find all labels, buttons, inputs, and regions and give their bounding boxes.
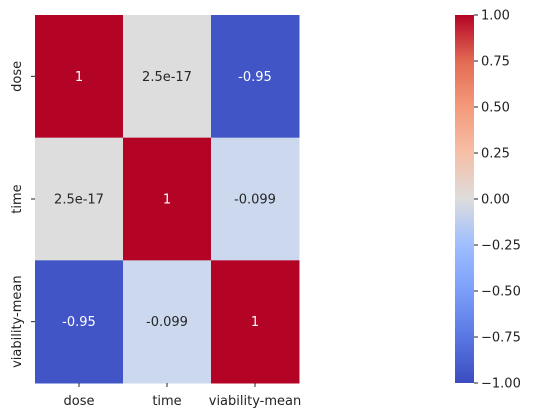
heatmap-cell bbox=[211, 15, 300, 139]
cell-annotation: 1 bbox=[251, 315, 259, 330]
x-tick-label: time bbox=[152, 394, 181, 409]
x-tick-label: viability-mean bbox=[209, 394, 301, 409]
cell-annotation: 2.5e-17 bbox=[142, 70, 192, 85]
heatmap-cell bbox=[123, 260, 212, 384]
colorbar-tick-label: 0.25 bbox=[481, 147, 510, 162]
cell-annotation: 1 bbox=[163, 193, 171, 208]
heatmap-cell bbox=[123, 137, 212, 261]
y-tick-label: viability-mean bbox=[10, 275, 25, 367]
colorbar-tick-label: 0.00 bbox=[481, 193, 510, 208]
y-tick-label: time bbox=[10, 184, 25, 213]
heatmap-cell bbox=[35, 15, 124, 139]
cell-annotation: -0.099 bbox=[234, 193, 276, 208]
heatmap-cell bbox=[123, 15, 212, 139]
colorbar-tick-label: −0.25 bbox=[481, 239, 521, 254]
cell-annotation: -0.099 bbox=[146, 315, 188, 330]
heatmap-cell-annotations: 1 2.5e-17 -0.95 2.5e-17 1 -0.099 -0.95 -0.099 1 bbox=[54, 70, 276, 330]
heatmap-cell bbox=[35, 260, 124, 384]
colorbar-tick-label: −0.50 bbox=[481, 285, 521, 300]
x-axis: dose time viability-mean bbox=[64, 383, 301, 409]
colorbar: 1.00 0.75 0.50 0.25 0.00 −0.25 −0.50 −0.75 −1.00 bbox=[455, 9, 521, 392]
colorbar-tick-label: −0.75 bbox=[481, 331, 521, 346]
heatmap-cell bbox=[211, 137, 300, 261]
colorbar-tick-label: 0.50 bbox=[481, 101, 510, 116]
cell-annotation: 1 bbox=[75, 70, 83, 85]
colorbar-tick-label: 1.00 bbox=[481, 9, 510, 24]
y-tick-label: dose bbox=[10, 61, 25, 92]
y-axis: dose time viability-mean bbox=[10, 61, 35, 368]
colorbar-gradient bbox=[455, 15, 474, 383]
heatmap-cells bbox=[35, 15, 300, 384]
colorbar-tick-label: −1.00 bbox=[481, 377, 521, 392]
cell-annotation: 2.5e-17 bbox=[54, 193, 104, 208]
heatmap-cell bbox=[211, 260, 300, 384]
heatmap-cell bbox=[35, 137, 124, 261]
cell-annotation: -0.95 bbox=[62, 315, 96, 330]
x-tick-label: dose bbox=[64, 394, 95, 409]
colorbar-tick-label: 0.75 bbox=[481, 55, 510, 70]
cell-annotation: -0.95 bbox=[238, 70, 272, 85]
